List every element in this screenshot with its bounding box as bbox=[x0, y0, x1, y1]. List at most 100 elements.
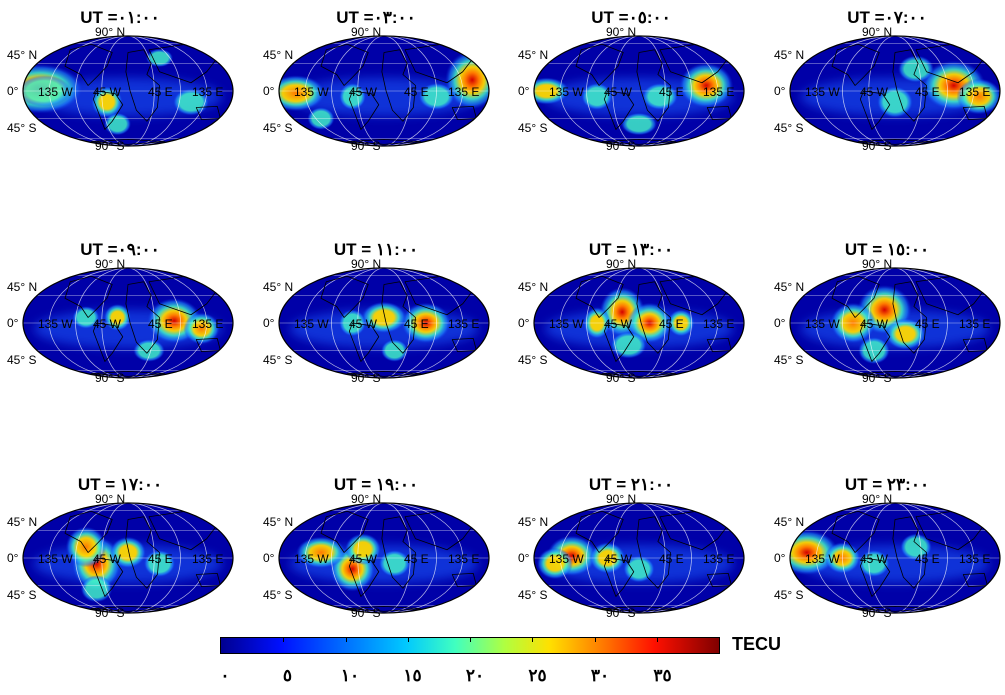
coastline bbox=[320, 275, 369, 318]
map-outline bbox=[789, 267, 1001, 379]
tec-hotspot bbox=[296, 536, 346, 569]
graticule-meridian bbox=[586, 36, 692, 146]
coastline bbox=[859, 557, 891, 597]
coastline bbox=[859, 90, 891, 130]
colorbar-tick-mark bbox=[532, 638, 534, 642]
tec-map: 45° N 0° 45° S 90° N 90° S 135 W 45 W 45 E 135 E bbox=[518, 25, 745, 153]
label-lon-45w: 45 W bbox=[860, 552, 889, 566]
graticule-meridian bbox=[842, 36, 948, 146]
label-lon-135w: 135 W bbox=[549, 85, 584, 99]
tec-hotspot bbox=[885, 318, 926, 350]
tec-hotspot bbox=[143, 550, 176, 577]
label-lon-45e: 45 E bbox=[148, 85, 173, 99]
label-pole-n: 90° N bbox=[95, 25, 125, 39]
label-pole-s: 90° S bbox=[351, 606, 380, 620]
graticule-meridian bbox=[357, 36, 411, 146]
coastline bbox=[64, 510, 113, 553]
label-lon-135w: 135 W bbox=[805, 552, 840, 566]
label-lon-45w: 45 W bbox=[604, 85, 633, 99]
label-lon-135e: 135 E bbox=[192, 552, 223, 566]
coastline bbox=[381, 49, 416, 122]
tec-hotspot bbox=[173, 88, 209, 116]
coastline bbox=[892, 281, 927, 354]
label-lon-45w: 45 W bbox=[349, 552, 378, 566]
map-panel: UT =٠١:٠٠ 45° N 0° 45° S 90° N 90° S 135 W 45 W… bbox=[0, 8, 246, 178]
coastline bbox=[575, 275, 624, 318]
graticule-meridian bbox=[331, 268, 437, 378]
graticule-meridian bbox=[868, 503, 922, 613]
coastline bbox=[381, 516, 416, 589]
graticule-meridian bbox=[842, 36, 948, 146]
graticule-meridian bbox=[842, 503, 948, 613]
colorbar-tick-label: ٢٥ bbox=[528, 666, 547, 685]
label-lat-0: 0° bbox=[7, 316, 19, 330]
graticule-meridian bbox=[357, 503, 411, 613]
label-lon-135w: 135 W bbox=[549, 552, 584, 566]
tec-hotspot bbox=[72, 306, 100, 329]
tec-hotspot bbox=[104, 304, 131, 331]
tec-hotspot bbox=[537, 547, 573, 580]
tec-hotspot bbox=[824, 542, 861, 574]
label-lon-135e: 135 E bbox=[703, 85, 734, 99]
graticule-meridian bbox=[304, 268, 464, 378]
tec-map: 45° N 0° 45° S 90° N 90° S 135 W 45 W 45 E 135 E bbox=[774, 257, 1001, 385]
label-lon-45e: 45 E bbox=[915, 317, 940, 331]
panel-title: UT =٠٧:٠٠ bbox=[847, 8, 927, 27]
tec-hotspot bbox=[627, 302, 672, 344]
map-panel: UT = ١٩:٠٠ 45° N 0° 45° S 90° N 90° S 135 W 45 … bbox=[256, 475, 502, 645]
label-lon-135w: 135 W bbox=[549, 317, 584, 331]
tec-hotspot bbox=[679, 63, 734, 108]
colorbar-tick-mark bbox=[283, 638, 285, 642]
graticule-meridian bbox=[559, 503, 719, 613]
graticule-meridian bbox=[868, 268, 922, 378]
label-pole-s: 90° S bbox=[351, 371, 380, 385]
map-panel: UT = ١٥:٠٠ 45° N 0° 45° S 90° N 90° S 135 W 45 … bbox=[767, 240, 1005, 410]
coastline bbox=[636, 516, 671, 589]
label-lon-135e: 135 E bbox=[959, 317, 990, 331]
label-pole-n: 90° N bbox=[862, 492, 892, 506]
label-lon-135e: 135 E bbox=[959, 85, 990, 99]
map-outline bbox=[278, 267, 490, 379]
label-lon-45w: 45 W bbox=[93, 317, 122, 331]
label-lon-45e: 45 E bbox=[148, 552, 173, 566]
colorbar-tick-label: ١٠ bbox=[340, 666, 360, 685]
graticule-meridian bbox=[101, 503, 155, 613]
label-lat-45n: 45° N bbox=[518, 48, 548, 62]
panel-title: UT = ٢٣:٠٠ bbox=[844, 475, 930, 494]
graticule-meridian bbox=[48, 268, 208, 378]
graticule-meridian bbox=[101, 36, 155, 146]
colorbar-tick-label: ٢٠ bbox=[465, 666, 485, 685]
label-lat-45s: 45° S bbox=[263, 588, 292, 602]
map-panel: UT =٠٧:٠٠ 45° N 0° 45° S 90° N 90° S 135 W 45 W… bbox=[767, 8, 1005, 178]
label-lat-45s: 45° S bbox=[518, 588, 547, 602]
panel-title: UT = ١٥:٠٠ bbox=[844, 240, 930, 259]
label-pole-n: 90° N bbox=[862, 257, 892, 271]
graticule-meridian bbox=[559, 503, 719, 613]
label-lat-45s: 45° S bbox=[774, 121, 803, 135]
graticule-meridian bbox=[357, 503, 411, 613]
label-lat-0: 0° bbox=[263, 551, 275, 565]
tec-hotspot bbox=[877, 86, 913, 118]
tec-hotspot bbox=[23, 75, 71, 107]
graticule-meridian bbox=[612, 268, 666, 378]
graticule-meridian bbox=[357, 36, 411, 146]
tec-hotspot bbox=[339, 83, 366, 110]
label-lon-135w: 135 W bbox=[294, 552, 329, 566]
label-pole-s: 90° S bbox=[351, 139, 380, 153]
label-lon-45e: 45 E bbox=[404, 317, 429, 331]
tec-hotspot bbox=[858, 550, 890, 577]
graticule-meridian bbox=[304, 503, 464, 613]
map-outline bbox=[533, 267, 745, 379]
tec-map: 45° N 0° 45° S 90° N 90° S 135 W 45 W 45 E 135 E bbox=[263, 257, 490, 385]
graticule-meridian bbox=[586, 36, 692, 146]
tec-hotspot bbox=[378, 550, 411, 577]
label-lat-45n: 45° N bbox=[518, 280, 548, 294]
graticule-meridian bbox=[842, 268, 948, 378]
coastline bbox=[636, 281, 671, 354]
colorbar-tick-label: ٥ bbox=[282, 666, 293, 685]
tec-hotspot bbox=[581, 83, 613, 110]
tec-hotspot bbox=[361, 301, 407, 334]
coastline bbox=[92, 322, 124, 362]
map-panel: UT = ٢١:٠٠ 45° N 0° 45° S 90° N 90° S 135 W 45 … bbox=[511, 475, 757, 645]
label-pole-s: 90° S bbox=[95, 371, 124, 385]
